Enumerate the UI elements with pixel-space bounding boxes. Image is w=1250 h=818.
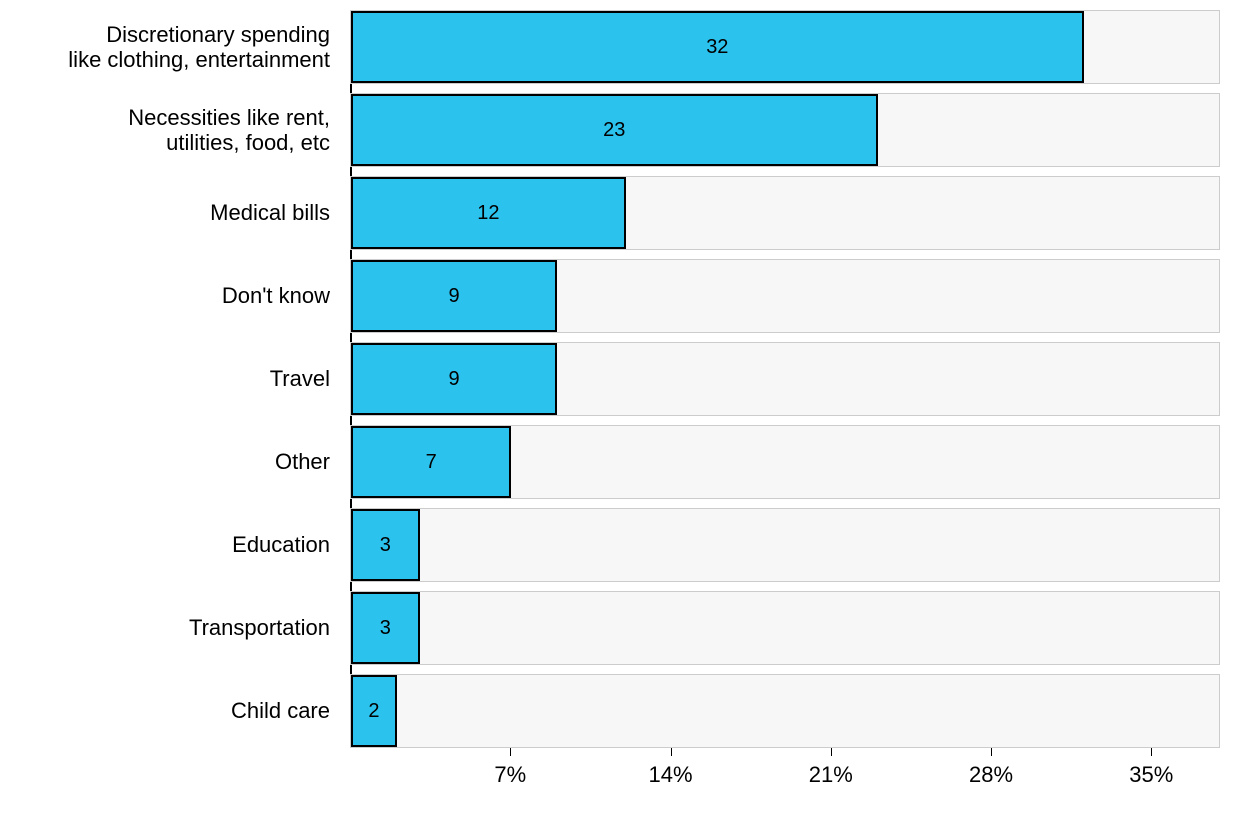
- bar-track: 3: [350, 508, 1220, 582]
- category-label: Medical bills: [0, 176, 340, 250]
- x-tick-label: 21%: [809, 762, 853, 788]
- bar-track: 3: [350, 591, 1220, 665]
- category-label: Other: [0, 425, 340, 499]
- bar-track: 12: [350, 176, 1220, 250]
- bar-track: 9: [350, 342, 1220, 416]
- bar-value: 3: [351, 592, 420, 664]
- bar-track: 23: [350, 93, 1220, 167]
- bar-value: 23: [351, 94, 878, 166]
- x-tick-label: 35%: [1129, 762, 1173, 788]
- x-tick-mark: [1151, 748, 1152, 756]
- bar-value: 9: [351, 343, 557, 415]
- bar-value: 32: [351, 11, 1084, 83]
- bar-track: 7: [350, 425, 1220, 499]
- category-label: Don't know: [0, 259, 340, 333]
- x-tick-label: 14%: [648, 762, 692, 788]
- x-tick-mark: [831, 748, 832, 756]
- chart-container: Discretionary spendinglike clothing, ent…: [0, 0, 1250, 818]
- x-tick-mark: [671, 748, 672, 756]
- bar-track: 32: [350, 10, 1220, 84]
- category-label: Travel: [0, 342, 340, 416]
- bar-track: 2: [350, 674, 1220, 748]
- category-label: Education: [0, 508, 340, 582]
- plot-area: 3223129973327%14%21%28%35%: [350, 10, 1220, 755]
- bar-track: 9: [350, 259, 1220, 333]
- x-tick-mark: [991, 748, 992, 756]
- x-tick-label: 7%: [494, 762, 526, 788]
- category-label: Child care: [0, 674, 340, 748]
- bar-value: 12: [351, 177, 626, 249]
- x-tick-mark: [510, 748, 511, 756]
- category-label: Transportation: [0, 591, 340, 665]
- bar-value: 9: [351, 260, 557, 332]
- category-label: Discretionary spendinglike clothing, ent…: [0, 10, 340, 84]
- bar-value: 2: [351, 675, 397, 747]
- x-tick-label: 28%: [969, 762, 1013, 788]
- category-label: Necessities like rent,utilities, food, e…: [0, 93, 340, 167]
- bar-value: 7: [351, 426, 511, 498]
- bar-value: 3: [351, 509, 420, 581]
